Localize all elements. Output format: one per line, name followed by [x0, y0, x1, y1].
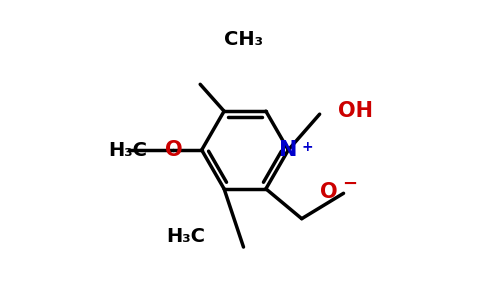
Text: H₃C: H₃C	[166, 227, 205, 246]
Text: −: −	[342, 175, 357, 193]
Text: OH: OH	[338, 101, 373, 121]
Text: O: O	[165, 140, 182, 160]
Text: CH₃: CH₃	[224, 30, 263, 49]
Text: +: +	[302, 140, 313, 154]
Text: O: O	[320, 182, 337, 202]
Text: H₃C: H₃C	[108, 140, 148, 160]
Text: N: N	[279, 140, 298, 160]
